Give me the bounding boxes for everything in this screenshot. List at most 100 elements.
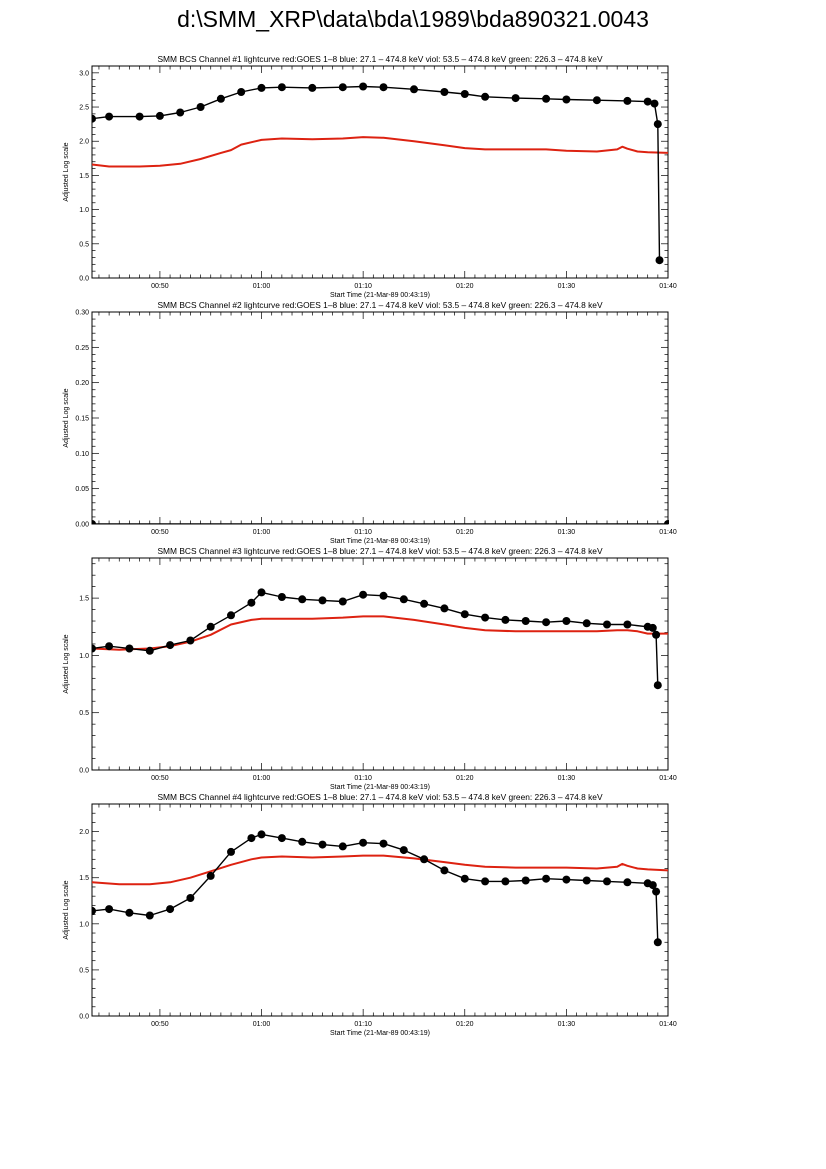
x-tick-label: 01:20 <box>456 283 474 290</box>
y-tick-label: 2.0 <box>79 139 89 146</box>
bcs-data-point <box>145 646 154 655</box>
x-axis-label: Start Time (21-Mar-89 00:43:19) <box>330 292 430 299</box>
bcs-data-point <box>338 83 347 92</box>
x-tick-label: 00:50 <box>151 775 169 782</box>
y-axis-label: Adjusted Log scale <box>63 142 70 201</box>
bcs-data-point <box>652 887 661 896</box>
bcs-data-point <box>277 593 286 601</box>
bcs-data-point <box>481 92 490 101</box>
data-area <box>92 520 669 524</box>
bcs-data-point <box>155 111 164 120</box>
bcs-data-point <box>399 595 408 604</box>
bcs-data-point <box>105 905 114 914</box>
bcs-data-point <box>420 855 429 864</box>
x-tick-label: 01:20 <box>456 1021 474 1028</box>
plot-frame <box>91 803 669 1017</box>
bcs-data-point <box>105 642 114 651</box>
bcs-data-point <box>298 837 307 846</box>
x-axis-label: Start Time (21-Mar-89 00:43:19) <box>330 784 430 791</box>
y-tick-label: 0.30 <box>75 310 89 317</box>
y-tick-label: 1.5 <box>79 173 89 180</box>
y-axis-label: Adjusted Log scale <box>63 634 70 693</box>
bcs-data-point <box>460 874 469 883</box>
x-tick-label: 01:30 <box>558 283 576 290</box>
bcs-data-point <box>623 620 632 629</box>
bcs-data-point <box>379 83 388 92</box>
bcs-data-point <box>643 97 652 106</box>
x-tick-label: 01:10 <box>354 283 372 290</box>
bcs-data-point <box>511 94 520 103</box>
data-area <box>92 830 669 947</box>
x-tick-label: 01:40 <box>659 1021 677 1028</box>
x-tick-label: 00:50 <box>151 529 169 536</box>
x-tick-label: 01:20 <box>456 775 474 782</box>
bcs-data-point <box>186 636 195 645</box>
bcs-data-point <box>257 830 266 839</box>
bcs-data-point <box>562 617 571 625</box>
x-tick-label: 01:30 <box>558 529 576 536</box>
bcs-series-line <box>92 591 659 686</box>
data-area <box>92 588 668 690</box>
x-tick-label: 00:50 <box>151 283 169 290</box>
panel-2: SMM BCS Channel #2 lightcurve red:GOES 1… <box>63 300 677 545</box>
y-tick-label: 0.25 <box>75 345 89 352</box>
bcs-data-point <box>105 112 114 121</box>
panel-3: SMM BCS Channel #3 lightcurve red:GOES 1… <box>63 546 677 791</box>
bcs-data-point <box>125 644 134 653</box>
panel-4: SMM BCS Channel #4 lightcurve red:GOES 1… <box>63 792 677 1037</box>
bcs-data-point <box>521 876 530 885</box>
y-tick-label: 0.5 <box>79 967 89 974</box>
y-tick-label: 1.0 <box>79 653 89 660</box>
bcs-data-point <box>338 842 347 851</box>
x-tick-label: 01:30 <box>558 775 576 782</box>
y-tick-label: 2.0 <box>79 829 89 836</box>
bcs-data-point <box>359 590 368 599</box>
y-tick-label: 0.5 <box>79 241 89 248</box>
panel-title: SMM BCS Channel #4 lightcurve red:GOES 1… <box>157 792 602 802</box>
bcs-data-point <box>206 622 215 631</box>
bcs-data-point <box>648 623 657 632</box>
bcs-data-point <box>359 838 368 847</box>
bcs-data-point <box>410 85 418 94</box>
goes-series-line <box>92 854 669 886</box>
x-tick-label: 01:00 <box>253 775 271 782</box>
goes-series-line <box>92 615 668 651</box>
y-tick-label: 0.0 <box>79 276 89 283</box>
bcs-data-point <box>664 520 669 524</box>
bcs-data-point <box>650 99 659 108</box>
y-tick-label: 1.0 <box>79 921 89 928</box>
bcs-data-point <box>92 520 96 524</box>
bcs-data-point <box>420 599 429 608</box>
x-tick-label: 01:00 <box>253 283 271 290</box>
y-tick-label: 3.0 <box>79 70 89 77</box>
x-tick-label: 01:10 <box>354 1021 372 1028</box>
bcs-data-point <box>206 871 215 880</box>
y-axis-label: Adjusted Log scale <box>63 880 70 939</box>
bcs-data-point <box>92 906 96 915</box>
bcs-data-point <box>653 938 662 947</box>
bcs-data-point <box>338 597 347 606</box>
bcs-data-point <box>481 613 490 622</box>
x-tick-label: 01:40 <box>659 775 677 782</box>
y-tick-label: 1.5 <box>79 596 89 603</box>
panel-title: SMM BCS Channel #1 lightcurve red:GOES 1… <box>157 54 602 64</box>
bcs-data-point <box>460 90 469 98</box>
bcs-data-point <box>166 641 175 650</box>
y-tick-label: 0.05 <box>75 486 89 493</box>
y-tick-label: 0.10 <box>75 451 89 458</box>
panel-title: SMM BCS Channel #3 lightcurve red:GOES 1… <box>157 546 602 556</box>
bcs-data-point <box>460 610 469 619</box>
bcs-data-point <box>247 834 256 843</box>
y-tick-label: 1.0 <box>79 207 89 214</box>
bcs-data-point <box>216 94 225 103</box>
bcs-data-point <box>440 866 449 875</box>
page-title: d:\SMM_XRP\data\bda\1989\bda890321.0043 <box>177 6 649 32</box>
x-tick-label: 01:20 <box>456 529 474 536</box>
bcs-data-point <box>653 120 662 129</box>
data-area <box>92 82 669 265</box>
x-tick-label: 01:00 <box>253 529 271 536</box>
bcs-data-point <box>592 96 601 105</box>
bcs-data-point <box>440 88 449 96</box>
bcs-data-point <box>440 604 449 613</box>
panel-title: SMM BCS Channel #2 lightcurve red:GOES 1… <box>157 300 602 310</box>
